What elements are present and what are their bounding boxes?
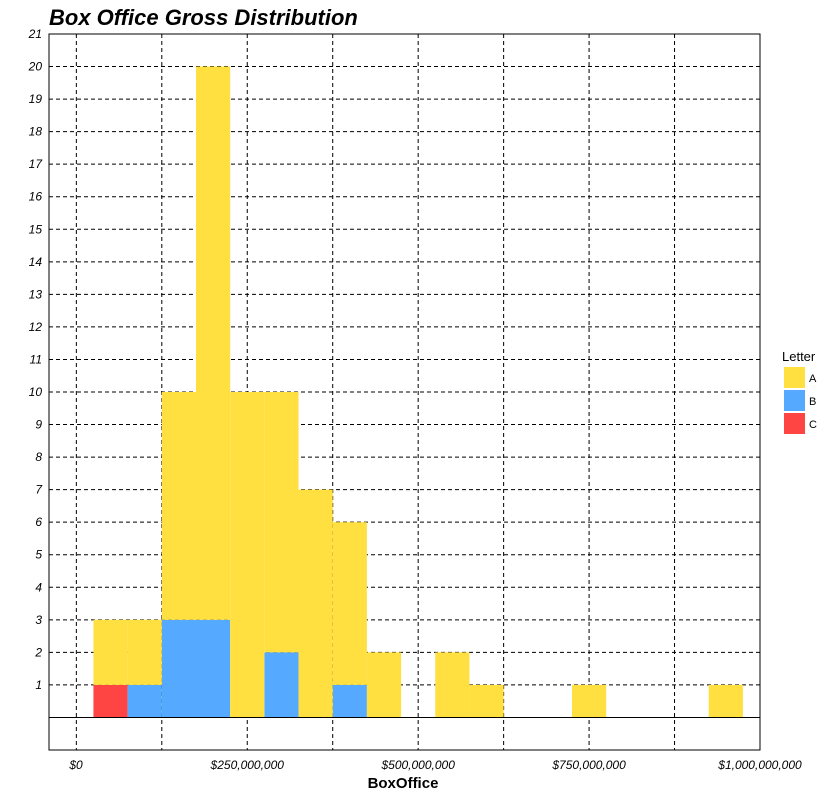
x-tick-label-3: $750,000,000 xyxy=(551,758,626,772)
y-tick-label-13: 13 xyxy=(29,287,43,301)
y-tick-label-1: 1 xyxy=(35,678,42,692)
chart-title: Box Office Gross Distribution xyxy=(49,5,358,30)
bar-B-bin-7 xyxy=(332,684,367,718)
bar-A-bin-7 xyxy=(332,522,367,685)
bar-B-bin-1 xyxy=(127,684,162,718)
legend-title: Letter xyxy=(782,349,816,364)
bar-B-bin-2 xyxy=(161,619,196,718)
bar-A-bin-11 xyxy=(469,684,504,718)
legend-label-A: A xyxy=(809,373,817,385)
bar-A-bin-6 xyxy=(298,489,333,718)
legend-swatch-A xyxy=(784,367,805,388)
bar-A-bin-2 xyxy=(161,392,196,620)
y-tick-label-16: 16 xyxy=(29,190,43,204)
y-tick-label-9: 9 xyxy=(35,418,42,432)
y-tick-label-5: 5 xyxy=(35,548,42,562)
y-tick-label-15: 15 xyxy=(29,222,43,236)
y-tick-label-8: 8 xyxy=(35,450,42,464)
bar-A-bin-1 xyxy=(127,619,162,685)
legend-swatch-B xyxy=(784,390,805,411)
x-axis-ticks: $0 $250,000,000 $500,000,000 $750,000,000 $1… xyxy=(68,758,802,772)
bar-A-bin-8 xyxy=(366,652,402,718)
y-tick-label-4: 4 xyxy=(35,580,42,594)
bar-A-bin-18 xyxy=(708,684,743,718)
bar-A-bin-0 xyxy=(93,619,128,685)
y-tick-label-17: 17 xyxy=(29,157,44,171)
legend-items: ABC xyxy=(784,367,817,434)
histogram-bars xyxy=(93,66,743,718)
bar-A-bin-4 xyxy=(230,392,265,718)
bar-B-bin-3 xyxy=(195,619,231,718)
y-tick-label-11: 11 xyxy=(30,352,42,366)
legend-label-B: B xyxy=(809,396,816,408)
y-tick-label-6: 6 xyxy=(35,515,42,529)
y-tick-label-21: 21 xyxy=(28,27,42,41)
y-tick-label-20: 20 xyxy=(28,60,43,74)
y-tick-label-2: 2 xyxy=(34,645,42,659)
bar-C-bin-0 xyxy=(93,684,128,718)
bar-A-bin-3 xyxy=(195,66,231,620)
y-tick-label-19: 19 xyxy=(29,92,43,106)
x-axis-label: BoxOffice xyxy=(368,775,439,792)
plot-frame xyxy=(48,33,761,751)
x-tick-label-0: $0 xyxy=(68,758,83,772)
y-tick-label-7: 7 xyxy=(35,483,43,497)
x-tick-label-4: $1,000,000,000 xyxy=(717,758,802,772)
legend: Letter ABC xyxy=(782,349,817,434)
bar-A-bin-10 xyxy=(435,652,470,718)
y-tick-label-12: 12 xyxy=(29,320,43,334)
legend-swatch-C xyxy=(784,413,805,434)
y-tick-label-10: 10 xyxy=(29,385,43,399)
bar-B-bin-5 xyxy=(264,652,299,718)
x-tick-label-1: $250,000,000 xyxy=(210,758,285,772)
y-tick-label-18: 18 xyxy=(29,125,43,139)
y-tick-label-14: 14 xyxy=(29,255,43,269)
legend-label-C: C xyxy=(809,419,817,431)
x-tick-label-2: $500,000,000 xyxy=(380,758,455,772)
bar-A-bin-5 xyxy=(264,392,299,653)
bar-A-bin-14 xyxy=(571,684,607,718)
y-tick-label-3: 3 xyxy=(35,613,42,627)
